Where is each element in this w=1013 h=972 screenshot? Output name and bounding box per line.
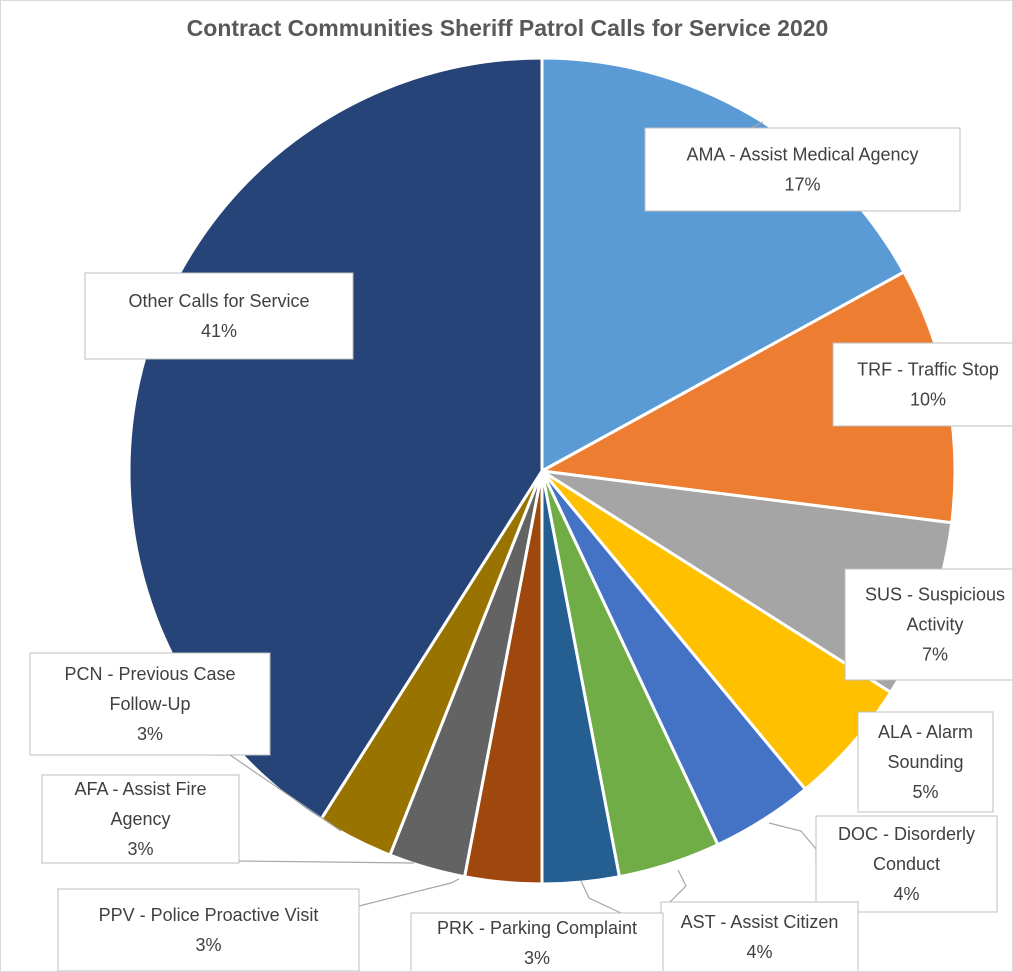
data-label-percent: 41% [201,321,237,341]
data-label-percent: 4% [893,884,919,904]
data-label-category: SUS - Suspicious [865,585,1005,605]
data-label-category: AMA - Assist Medical Agency [686,145,918,165]
data-label-category: TRF - Traffic Stop [857,360,999,380]
data-label-category: Agency [110,809,170,829]
data-label-percent: 3% [127,839,153,859]
data-label-category: Other Calls for Service [128,291,309,311]
leader-line-9 [238,860,415,864]
data-label-box [84,272,354,360]
data-label-5: DOC - Disorderly Conduct 4% [815,815,998,913]
data-label-10: PCN - Previous Case Follow-Up 3% [29,652,271,756]
slices-layer [127,56,957,886]
data-label-category: ALA - Alarm [878,722,973,742]
leader-line-1 [750,121,764,129]
data-label-category: Conduct [873,854,940,874]
data-label-11: Other Calls for Service 41% [84,272,354,360]
data-label-percent: 3% [195,935,221,955]
data-label-box [832,342,1012,427]
data-label-category: PRK - Parking Complaint [437,918,637,938]
leader-line-8 [358,878,460,907]
data-label-category: Sounding [887,752,963,772]
data-label-6: AST - Assist Citizen 4% [660,901,859,971]
data-label-category: AST - Assist Citizen [681,912,839,932]
data-label-category: PPV - Police Proactive Visit [99,905,319,925]
data-label-percent: 3% [524,948,550,968]
leader-line-5 [768,822,817,863]
data-label-category: AFA - Assist Fire [74,779,206,799]
data-label-9: AFA - Assist Fire Agency 3% [41,774,240,864]
data-label-category: Follow-Up [109,694,190,714]
data-label-3: SUS - Suspicious Activity 7% [844,568,1012,681]
data-label-box [41,774,240,864]
data-label-8: PPV - Police Proactive Visit 3% [57,888,360,971]
data-label-category: PCN - Previous Case [64,664,235,684]
data-label-percent: 17% [784,175,820,195]
data-label-box [660,901,859,971]
data-label-box [410,912,664,971]
data-label-percent: 5% [912,782,938,802]
data-label-percent: 10% [910,390,946,410]
data-label-percent: 4% [746,942,772,962]
data-label-1: AMA - Assist Medical Agency 17% [644,127,961,212]
data-label-category: Activity [906,615,963,635]
data-label-box [857,711,994,813]
data-label-4: ALA - Alarm Sounding 5% [857,711,994,813]
data-label-percent: 7% [922,645,948,665]
data-label-box [644,127,961,212]
data-label-box [815,815,998,913]
leader-line-7 [580,880,622,914]
data-label-7: PRK - Parking Complaint 3% [410,912,664,971]
data-label-box [29,652,271,756]
data-label-box [844,568,1012,681]
data-label-category: DOC - Disorderly [838,824,975,844]
data-labels-layer: AMA - Assist Medical Agency 17% TRF - Traf… [29,127,1012,971]
data-label-percent: 3% [137,724,163,744]
chart-title: Contract Communities Sheriff Patrol Call… [186,15,829,41]
data-label-box [57,888,360,971]
data-label-2: TRF - Traffic Stop 10% [832,342,1012,427]
